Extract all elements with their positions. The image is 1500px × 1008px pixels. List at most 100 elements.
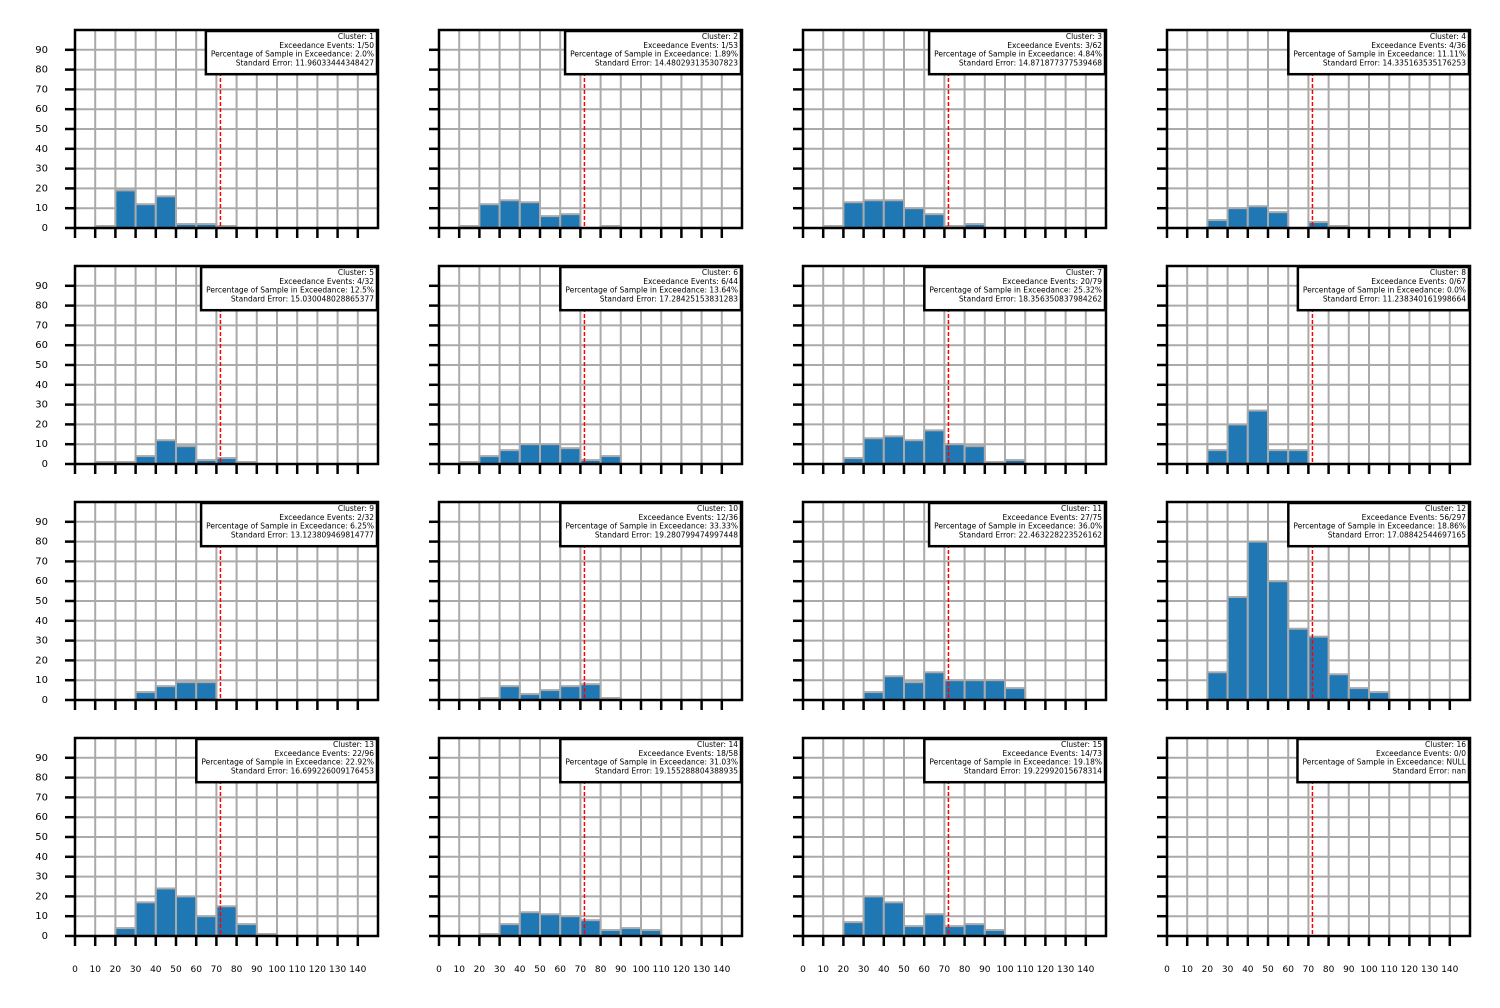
histogram-bar	[1226, 207, 1249, 229]
histogram-bar	[1226, 423, 1249, 465]
legend-line: Percentage of Sample in Exceedance: 31.0…	[565, 758, 738, 767]
y-tick-label: 80	[35, 537, 48, 548]
x-tick-label: 110	[1017, 965, 1034, 975]
y-tick-label: 90	[35, 753, 48, 764]
y-tick-label: 70	[35, 320, 48, 331]
legend-line: Exceedance Events: 14/73	[1002, 749, 1102, 758]
x-tick-label: 140	[1441, 965, 1458, 975]
histogram-bar	[1226, 596, 1249, 701]
histogram-bar	[923, 671, 946, 702]
legend-frame	[1296, 737, 1471, 784]
x-tick-label: 30	[494, 965, 506, 975]
legend-line: Standard Error: 22.463228223526162	[959, 530, 1102, 539]
histogram-bar	[1246, 540, 1270, 701]
legend-line: Exceedance Events: 20/79	[1002, 277, 1102, 286]
legend-line: Standard Error: 18.356350837984262	[959, 294, 1102, 303]
x-tick-label: 120	[1037, 965, 1054, 975]
legend-line: Standard Error: 11.96033444348427	[236, 58, 375, 67]
histogram-bar	[943, 443, 966, 466]
legend-line: Cluster: 14	[697, 740, 738, 749]
x-tick-label: 90	[615, 965, 627, 975]
x-tick-label: 30	[130, 965, 142, 975]
legend-line: Cluster: 12	[1425, 504, 1466, 513]
legend-line: Exceedance Events: 0/67	[1371, 277, 1466, 286]
histogram-bar	[539, 443, 562, 466]
y-tick-label: 60	[35, 104, 48, 115]
y-tick-label: 40	[35, 616, 48, 627]
x-tick-label: 120	[673, 965, 690, 975]
legend-line: Cluster: 7	[1066, 268, 1102, 277]
legend-line: Percentage of Sample in Exceedance: 11.1…	[1293, 50, 1466, 59]
histogram-bar	[175, 681, 198, 701]
legend-line: Cluster: 9	[338, 504, 374, 513]
histogram-bar	[579, 919, 602, 937]
y-tick-label: 80	[35, 773, 48, 784]
x-tick-label: 40	[1242, 965, 1254, 975]
histogram-bar	[154, 685, 178, 702]
histogram-bar	[862, 895, 885, 938]
histogram-bar	[1206, 671, 1229, 702]
histogram-bar	[498, 449, 521, 466]
legend-line: Exceedance Events: 22/96	[274, 749, 374, 758]
x-tick-label: 130	[693, 965, 710, 975]
histogram-bar	[1287, 449, 1310, 466]
y-tick-label: 0	[42, 695, 48, 706]
histogram-bar	[903, 681, 926, 701]
legend-frame	[559, 265, 743, 312]
subplot-cluster-16: 0 10 20 30 40 50 60 70 80 90 100 110 120 130 140 Cluste…	[1157, 736, 1472, 975]
legend-frame	[199, 265, 379, 312]
x-tick-label: 20	[1202, 965, 1214, 975]
x-tick-label: 10	[1181, 965, 1193, 975]
histogram-bar	[154, 887, 178, 937]
legend-line: Exceedance Events: 2/32	[279, 513, 374, 522]
histogram-bar	[114, 189, 137, 230]
histogram-bar	[518, 201, 541, 229]
legend-line: Standard Error: 17.28425153831283	[600, 294, 739, 303]
x-tick-label: 110	[653, 965, 670, 975]
histogram-bar	[923, 429, 946, 465]
histogram-bar	[923, 913, 946, 937]
x-tick-label: 100	[632, 965, 649, 975]
x-tick-label: 60	[190, 965, 202, 975]
legend-line: Percentage of Sample in Exceedance: 1.89…	[570, 50, 738, 59]
histogram-bar	[1267, 580, 1290, 702]
histogram-bar	[498, 685, 521, 702]
legend-frame	[559, 737, 743, 784]
subplot-cluster-1: 0 10 20 30 40 50 60 70 80 90 Cluster: 1Exceedance …	[35, 28, 380, 238]
x-tick-label: 130	[329, 965, 346, 975]
histogram-bar	[1004, 687, 1027, 701]
x-tick-label: 30	[858, 965, 870, 975]
x-tick-label: 140	[1077, 965, 1094, 975]
histogram-bar	[963, 679, 986, 702]
y-tick-label: 40	[35, 380, 48, 391]
legend-line: Percentage of Sample in Exceedance: 18.8…	[1293, 522, 1466, 531]
legend-line: Exceedance Events: 56/297	[1362, 513, 1467, 522]
y-tick-label: 30	[35, 400, 48, 411]
legend-line: Exceedance Events: 6/44	[643, 277, 738, 286]
x-tick-label: 80	[231, 965, 243, 975]
x-tick-label: 60	[1282, 965, 1294, 975]
legend-line: Percentage of Sample in Exceedance: 0.0%	[1303, 286, 1466, 295]
legend-line: Exceedance Events: 12/36	[638, 513, 738, 522]
y-tick-label: 50	[35, 832, 48, 843]
y-tick-label: 60	[35, 812, 48, 823]
x-tick-label: 90	[1343, 965, 1355, 975]
histogram-bar	[559, 447, 582, 466]
histogram-bar	[539, 689, 562, 701]
histogram-bar	[882, 435, 905, 465]
y-tick-label: 10	[35, 203, 48, 214]
histogram-bar	[903, 207, 926, 229]
x-tick-label: 0	[72, 965, 78, 975]
histogram-bar	[963, 923, 986, 937]
legend-line: Percentage of Sample in Exceedance: 36.0…	[934, 522, 1102, 531]
x-tick-label: 90	[979, 965, 991, 975]
